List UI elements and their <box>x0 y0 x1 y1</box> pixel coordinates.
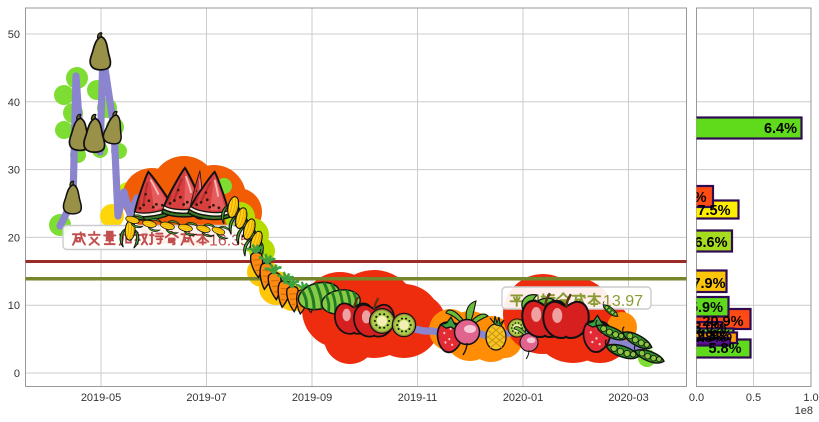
svg-text:6.6%: 6.6% <box>694 235 727 251</box>
svg-text:2.3%: 2.3% <box>696 329 729 345</box>
svg-text:2020-01: 2020-01 <box>503 392 543 404</box>
svg-text:30: 30 <box>8 165 20 177</box>
svg-text:2019-05: 2019-05 <box>81 392 121 404</box>
svg-text:1.0: 1.0 <box>803 392 818 404</box>
svg-text:50: 50 <box>8 29 20 41</box>
svg-text:5.8%: 5.8% <box>708 341 741 357</box>
svg-text:0.5: 0.5 <box>746 392 761 404</box>
svg-text:13.97: 13.97 <box>603 293 643 310</box>
svg-text:20: 20 <box>8 232 20 244</box>
svg-text:7.9%: 7.9% <box>692 276 725 292</box>
svg-text:0.0: 0.0 <box>689 392 704 404</box>
svg-text:2019-07: 2019-07 <box>186 392 226 404</box>
svg-text:3.0%: 3.0% <box>693 320 726 336</box>
svg-text:2020-03: 2020-03 <box>608 392 648 404</box>
svg-text:2019-11: 2019-11 <box>398 392 438 404</box>
svg-text:20.9%: 20.9% <box>702 314 743 330</box>
svg-text:40: 40 <box>8 97 20 109</box>
svg-text:1.9%: 1.9% <box>699 328 732 344</box>
svg-text:6.4%: 6.4% <box>764 121 797 137</box>
svg-text:0.7%: 0.7% <box>673 190 706 206</box>
svg-text:1e8: 1e8 <box>795 405 813 417</box>
svg-text:0: 0 <box>14 368 20 380</box>
svg-text:7.5%: 7.5% <box>697 203 730 219</box>
svg-text:2019-09: 2019-09 <box>292 392 332 404</box>
svg-text:0.8%: 0.8% <box>693 330 726 346</box>
svg-text:5.9%: 5.9% <box>690 300 723 316</box>
svg-text:10: 10 <box>8 300 20 312</box>
